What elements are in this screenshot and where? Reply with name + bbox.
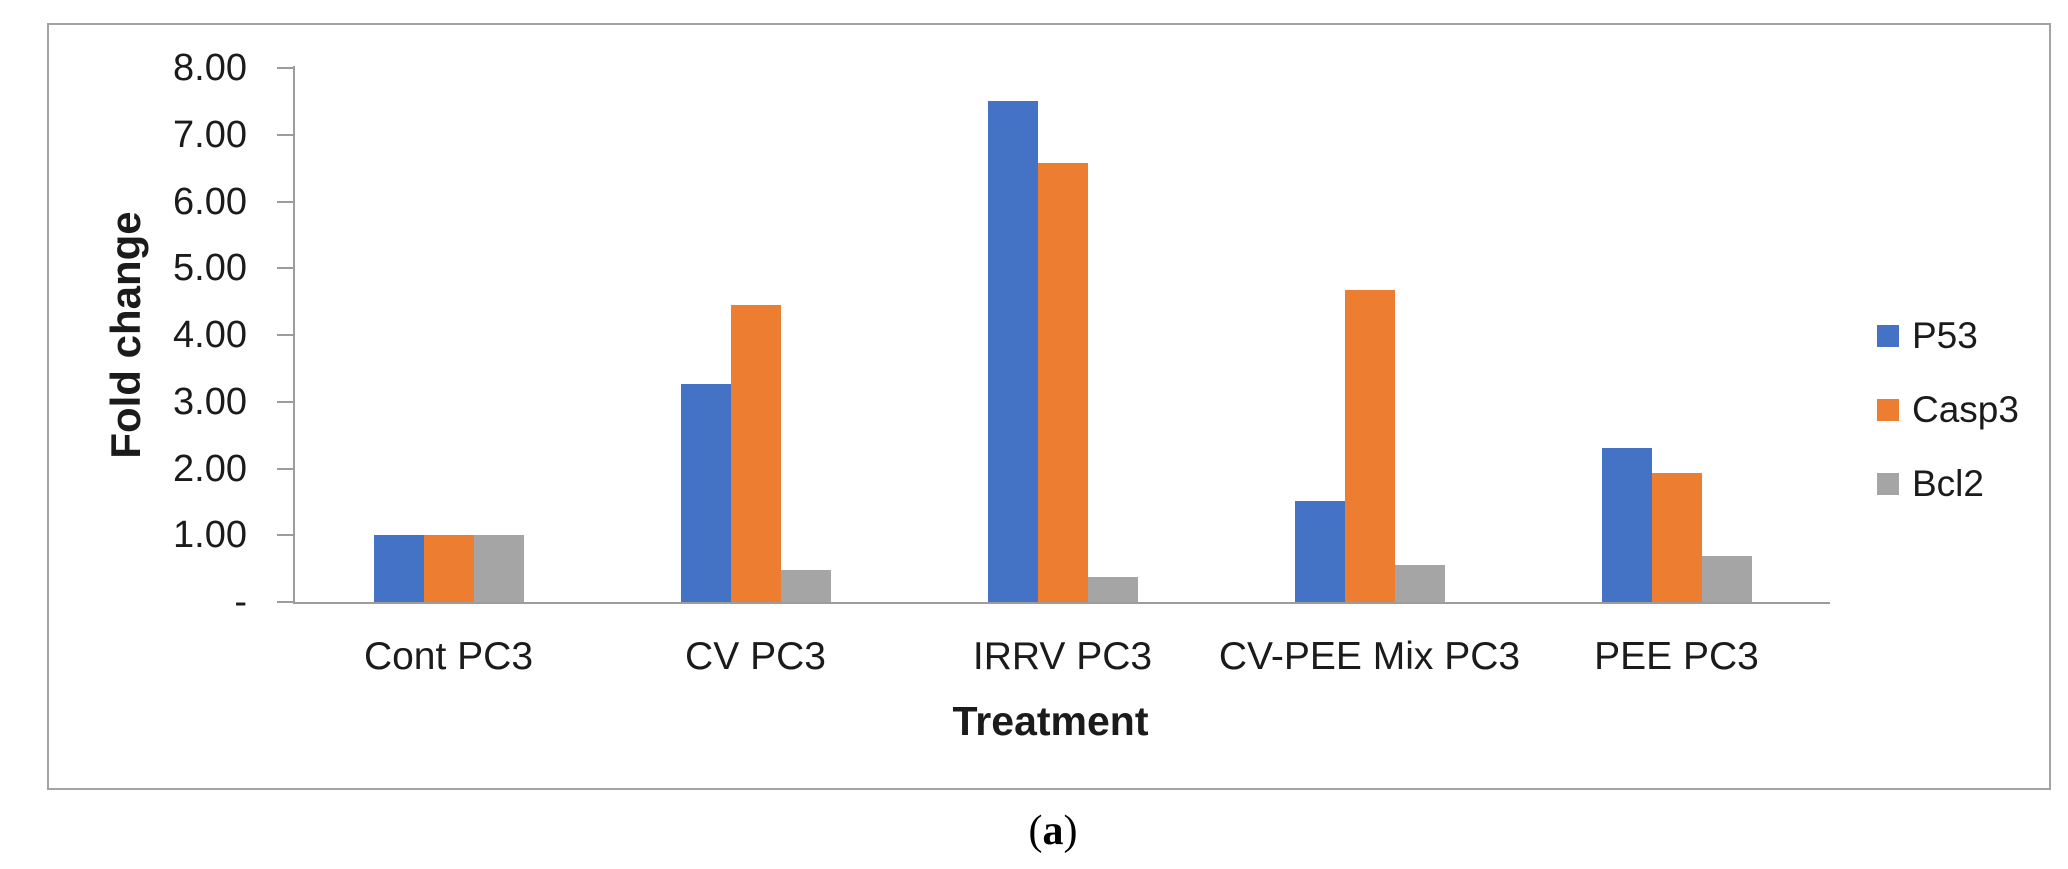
x-category-label: CV-PEE Mix PC3 — [1218, 635, 1521, 678]
bar-Casp3-PEE PC3 — [1652, 473, 1702, 602]
bar-Bcl2-CV-PEE Mix PC3 — [1395, 565, 1445, 602]
bar-Casp3-Cont PC3 — [424, 535, 474, 602]
y-tick-mark — [277, 534, 293, 537]
legend-label: P53 — [1912, 315, 1978, 356]
legend-swatch-icon — [1877, 325, 1899, 347]
x-category-label: CV PC3 — [685, 635, 826, 678]
bar-P53-CV PC3 — [681, 384, 731, 602]
x-category-label: IRRV PC3 — [972, 635, 1153, 678]
legend-swatch-icon — [1877, 399, 1899, 421]
y-tick-mark — [277, 67, 293, 69]
y-tick-label: 7.00 — [173, 113, 247, 156]
legend-label: Bcl2 — [1912, 463, 1984, 504]
bar-P53-PEE PC3 — [1602, 448, 1652, 602]
x-axis-line — [293, 602, 1830, 604]
legend-item-Bcl2: Bcl2 — [1877, 463, 1984, 504]
legend-item-P53: P53 — [1877, 315, 1978, 356]
x-category-label: PEE PC3 — [1594, 635, 1759, 678]
y-axis-line — [293, 66, 295, 604]
x-category-label: Cont PC3 — [363, 635, 534, 678]
y-tick-label: 1.00 — [173, 514, 247, 557]
y-tick-mark — [277, 601, 293, 603]
y-tick-mark — [277, 200, 293, 203]
bar-P53-Cont PC3 — [374, 535, 424, 602]
bar-P53-CV-PEE Mix PC3 — [1295, 501, 1345, 602]
y-tick-label: 5.00 — [173, 247, 247, 290]
y-tick-label: 8.00 — [173, 47, 247, 89]
y-tick-label: 2.00 — [173, 447, 247, 490]
caption-close-paren: ) — [1063, 808, 1078, 854]
figure-caption: (a) — [1029, 808, 1078, 854]
caption-letter: a — [1042, 808, 1064, 854]
y-tick-mark — [277, 334, 293, 336]
bar-Casp3-CV PC3 — [731, 305, 781, 602]
legend-swatch-icon — [1877, 473, 1899, 495]
bar-Casp3-IRRV PC3 — [1038, 163, 1088, 602]
bar-P53-IRRV PC3 — [988, 101, 1038, 602]
bar-Bcl2-IRRV PC3 — [1088, 577, 1138, 602]
bar-Bcl2-CV PC3 — [781, 570, 831, 602]
y-tick-label: 6.00 — [173, 180, 247, 223]
bar-Bcl2-PEE PC3 — [1702, 556, 1752, 602]
y-tick-mark — [277, 400, 293, 403]
y-tick-mark — [277, 467, 293, 470]
bar-Bcl2-Cont PC3 — [474, 535, 524, 602]
x-axis-title: Treatment — [952, 698, 1149, 744]
y-tick-mark — [277, 267, 293, 270]
caption-open-paren: ( — [1028, 808, 1043, 854]
y-tick-label: 4.00 — [173, 314, 247, 356]
y-tick-mark — [277, 133, 293, 136]
y-tick-label: 3.00 — [173, 380, 247, 423]
legend-label: Casp3 — [1912, 389, 2019, 430]
legend-item-Casp3: Casp3 — [1877, 389, 2019, 430]
y-tick-label: - — [234, 581, 247, 623]
bar-Casp3-CV-PEE Mix PC3 — [1345, 290, 1395, 602]
